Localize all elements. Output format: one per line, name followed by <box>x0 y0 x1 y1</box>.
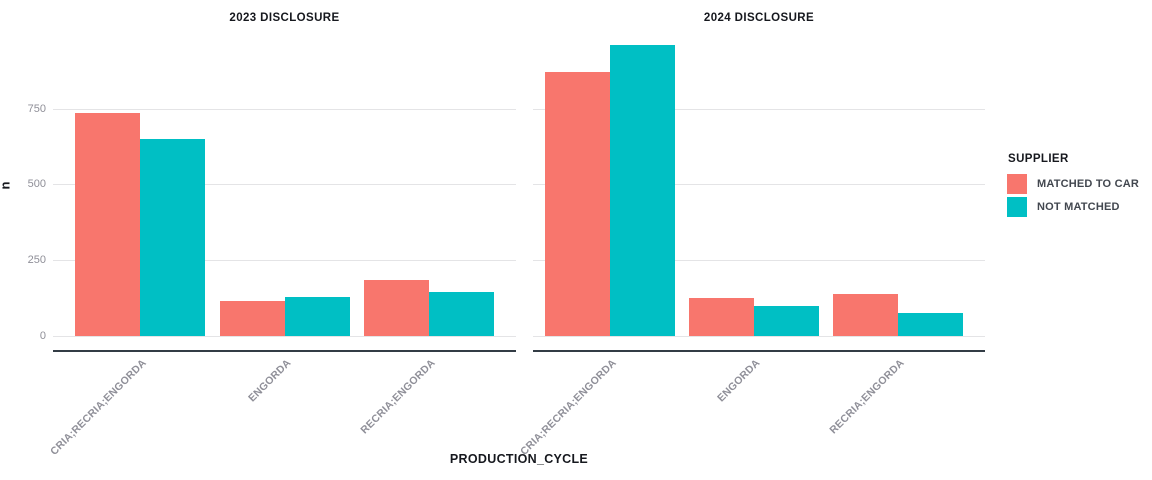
facet-title-2024: 2024 DISCLOSURE <box>703 12 815 24</box>
bar-group <box>75 113 205 336</box>
gridline <box>533 184 985 185</box>
legend-label-not-matched: NOT MATCHED <box>1037 201 1120 213</box>
bar-group <box>219 297 350 336</box>
bar-group <box>364 280 494 336</box>
legend-title: SUPPLIER <box>1008 153 1069 165</box>
legend-swatch-not-matched-icon <box>1007 197 1027 217</box>
x-tick-label: ENGORDA <box>246 357 294 405</box>
y-tick-label: 750 <box>27 102 46 115</box>
bar-matched-to-car <box>689 298 754 336</box>
bar-matched-to-car <box>75 113 140 336</box>
legend-entry-not-matched: NOT MATCHED <box>1007 197 1152 217</box>
gridline <box>533 336 985 337</box>
bar-not-matched <box>754 306 819 336</box>
bar-group <box>833 294 963 336</box>
panel-2023-disclosure: CRIA;RECRIA;ENGORDA ENGORDA RECRIA;ENGORDA <box>48 30 516 458</box>
bar-matched-to-car <box>219 301 285 336</box>
bars-layer <box>53 30 516 336</box>
bar-matched-to-car <box>833 294 898 336</box>
bars-layer <box>533 30 985 336</box>
bar-not-matched <box>140 139 205 336</box>
legend-label-matched: MATCHED TO CAR <box>1037 178 1139 190</box>
y-tick-labels: 0 250 500 750 <box>0 0 46 480</box>
x-tick-label: CRIA;RECRIA;ENGORDA <box>517 357 619 458</box>
y-tick-label: 250 <box>27 254 46 267</box>
facet-title-2023: 2023 DISCLOSURE <box>229 12 340 24</box>
gridline <box>53 260 516 261</box>
gridline <box>533 260 985 261</box>
gridline <box>53 184 516 185</box>
x-tick-label: CRIA;RECRIA;ENGORDA <box>47 357 149 458</box>
bar-not-matched <box>610 45 675 336</box>
x-tick-labels: CRIA;RECRIA;ENGORDA ENGORDA RECRIA;ENGORDA <box>48 350 516 458</box>
bar-group <box>545 45 675 336</box>
y-tick-label: 0 <box>39 330 46 342</box>
bar-matched-to-car <box>364 280 429 336</box>
bar-matched-to-car <box>545 72 610 336</box>
x-axis-label: PRODUCTION_CYCLE <box>449 452 589 466</box>
panel-2024-disclosure: CRIA;RECRIA;ENGORDA ENGORDA RECRIA;ENGORDA <box>518 30 985 458</box>
bar-not-matched <box>429 292 494 336</box>
x-tick-label: RECRIA;ENGORDA <box>358 357 438 437</box>
gridline <box>53 109 516 110</box>
legend-entry-matched: MATCHED TO CAR <box>1007 174 1152 194</box>
x-tick-labels: CRIA;RECRIA;ENGORDA ENGORDA RECRIA;ENGORDA <box>518 350 985 458</box>
y-tick-label: 500 <box>27 178 46 191</box>
bar-group <box>689 298 819 336</box>
bar-not-matched <box>284 297 350 336</box>
gridline <box>53 336 516 337</box>
x-tick-label: ENGORDA <box>715 357 763 405</box>
legend-swatch-matched-icon <box>1007 174 1027 194</box>
legend: SUPPLIER MATCHED TO CAR NOT MATCHED <box>1007 153 1152 220</box>
x-tick-label: RECRIA;ENGORDA <box>827 357 907 437</box>
bar-not-matched <box>898 313 963 336</box>
gridline <box>533 109 985 110</box>
